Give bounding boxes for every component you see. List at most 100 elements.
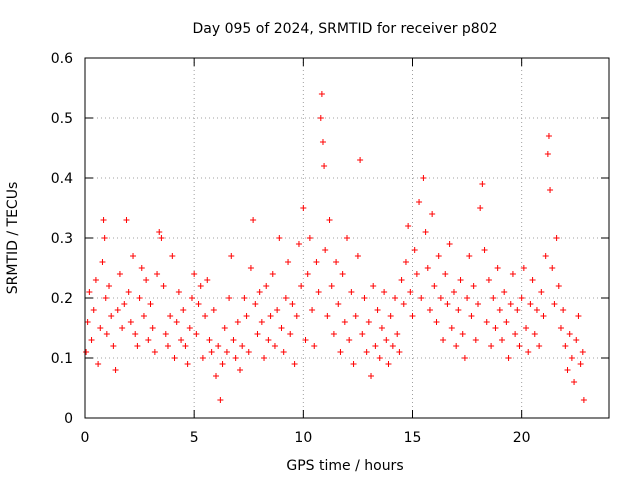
x-axis-label: GPS time / hours: [286, 458, 403, 474]
y-tick-label: 0.6: [51, 51, 73, 67]
data-point: [208, 349, 215, 355]
data-point: [321, 163, 328, 169]
data-points: [83, 91, 587, 403]
data-point: [195, 301, 202, 307]
data-point: [149, 325, 156, 331]
data-point: [479, 181, 486, 187]
data-point: [167, 313, 174, 319]
y-axis-label: SRMTID / TECUs: [5, 182, 21, 295]
data-point: [223, 349, 230, 355]
data-point: [431, 283, 438, 289]
data-point: [254, 331, 261, 337]
data-point: [457, 277, 464, 283]
data-point: [140, 313, 147, 319]
data-point: [542, 253, 549, 259]
data-point: [295, 241, 302, 247]
data-point: [90, 307, 97, 313]
data-point: [239, 343, 246, 349]
data-point: [405, 223, 412, 229]
data-point: [363, 349, 370, 355]
data-point: [499, 337, 506, 343]
data-point: [455, 307, 462, 313]
data-point: [579, 349, 586, 355]
data-point: [199, 355, 206, 361]
data-point: [226, 295, 233, 301]
data-point: [184, 361, 191, 367]
data-point: [516, 343, 523, 349]
data-point: [271, 343, 278, 349]
data-point: [501, 289, 508, 295]
data-point: [426, 307, 433, 313]
data-point: [549, 265, 556, 271]
data-point: [232, 355, 239, 361]
data-point: [341, 319, 348, 325]
data-point: [387, 313, 394, 319]
data-point: [274, 307, 281, 313]
data-point: [180, 307, 187, 313]
data-point: [536, 343, 543, 349]
data-point: [221, 325, 228, 331]
data-point: [453, 343, 460, 349]
data-point: [252, 301, 259, 307]
data-point: [156, 229, 163, 235]
data-point: [477, 205, 484, 211]
data-point: [337, 349, 344, 355]
data-point: [110, 343, 117, 349]
data-point: [188, 295, 195, 301]
data-point: [121, 301, 128, 307]
data-point: [518, 295, 525, 301]
data-point: [116, 271, 123, 277]
y-tick-label: 0.2: [51, 291, 73, 307]
data-point: [106, 283, 113, 289]
data-point: [228, 253, 235, 259]
data-point: [298, 283, 305, 289]
data-point: [130, 253, 137, 259]
data-point: [461, 355, 468, 361]
data-point: [335, 301, 342, 307]
data-point: [237, 367, 244, 373]
data-point: [112, 367, 119, 373]
data-point: [566, 331, 573, 337]
x-tick-label: 5: [190, 430, 199, 446]
data-point: [346, 337, 353, 343]
data-point: [160, 283, 167, 289]
data-point: [313, 259, 320, 265]
data-point: [564, 367, 571, 373]
data-point: [247, 265, 254, 271]
data-point: [322, 247, 329, 253]
data-point: [245, 349, 252, 355]
data-point: [186, 325, 193, 331]
data-point: [100, 217, 107, 223]
data-point: [267, 313, 274, 319]
data-point: [529, 277, 536, 283]
data-point: [250, 217, 257, 223]
data-point: [330, 331, 337, 337]
data-point: [162, 331, 169, 337]
data-point: [92, 277, 99, 283]
data-point: [448, 325, 455, 331]
data-point: [385, 361, 392, 367]
y-tick-label: 0: [64, 411, 73, 427]
data-point: [444, 301, 451, 307]
data-point: [108, 313, 115, 319]
data-point: [400, 301, 407, 307]
data-point: [551, 301, 558, 307]
data-point: [413, 271, 420, 277]
data-point: [525, 349, 532, 355]
data-point: [577, 361, 584, 367]
data-point: [193, 331, 200, 337]
data-point: [138, 265, 145, 271]
data-point: [132, 331, 139, 337]
data-point: [134, 343, 141, 349]
data-point: [365, 319, 372, 325]
data-point: [442, 271, 449, 277]
data-point: [145, 337, 152, 343]
data-point: [374, 307, 381, 313]
data-point: [527, 301, 534, 307]
data-point: [396, 349, 403, 355]
data-point: [540, 313, 547, 319]
data-point: [520, 265, 527, 271]
data-point: [531, 331, 538, 337]
data-point: [512, 331, 519, 337]
data-point: [490, 295, 497, 301]
